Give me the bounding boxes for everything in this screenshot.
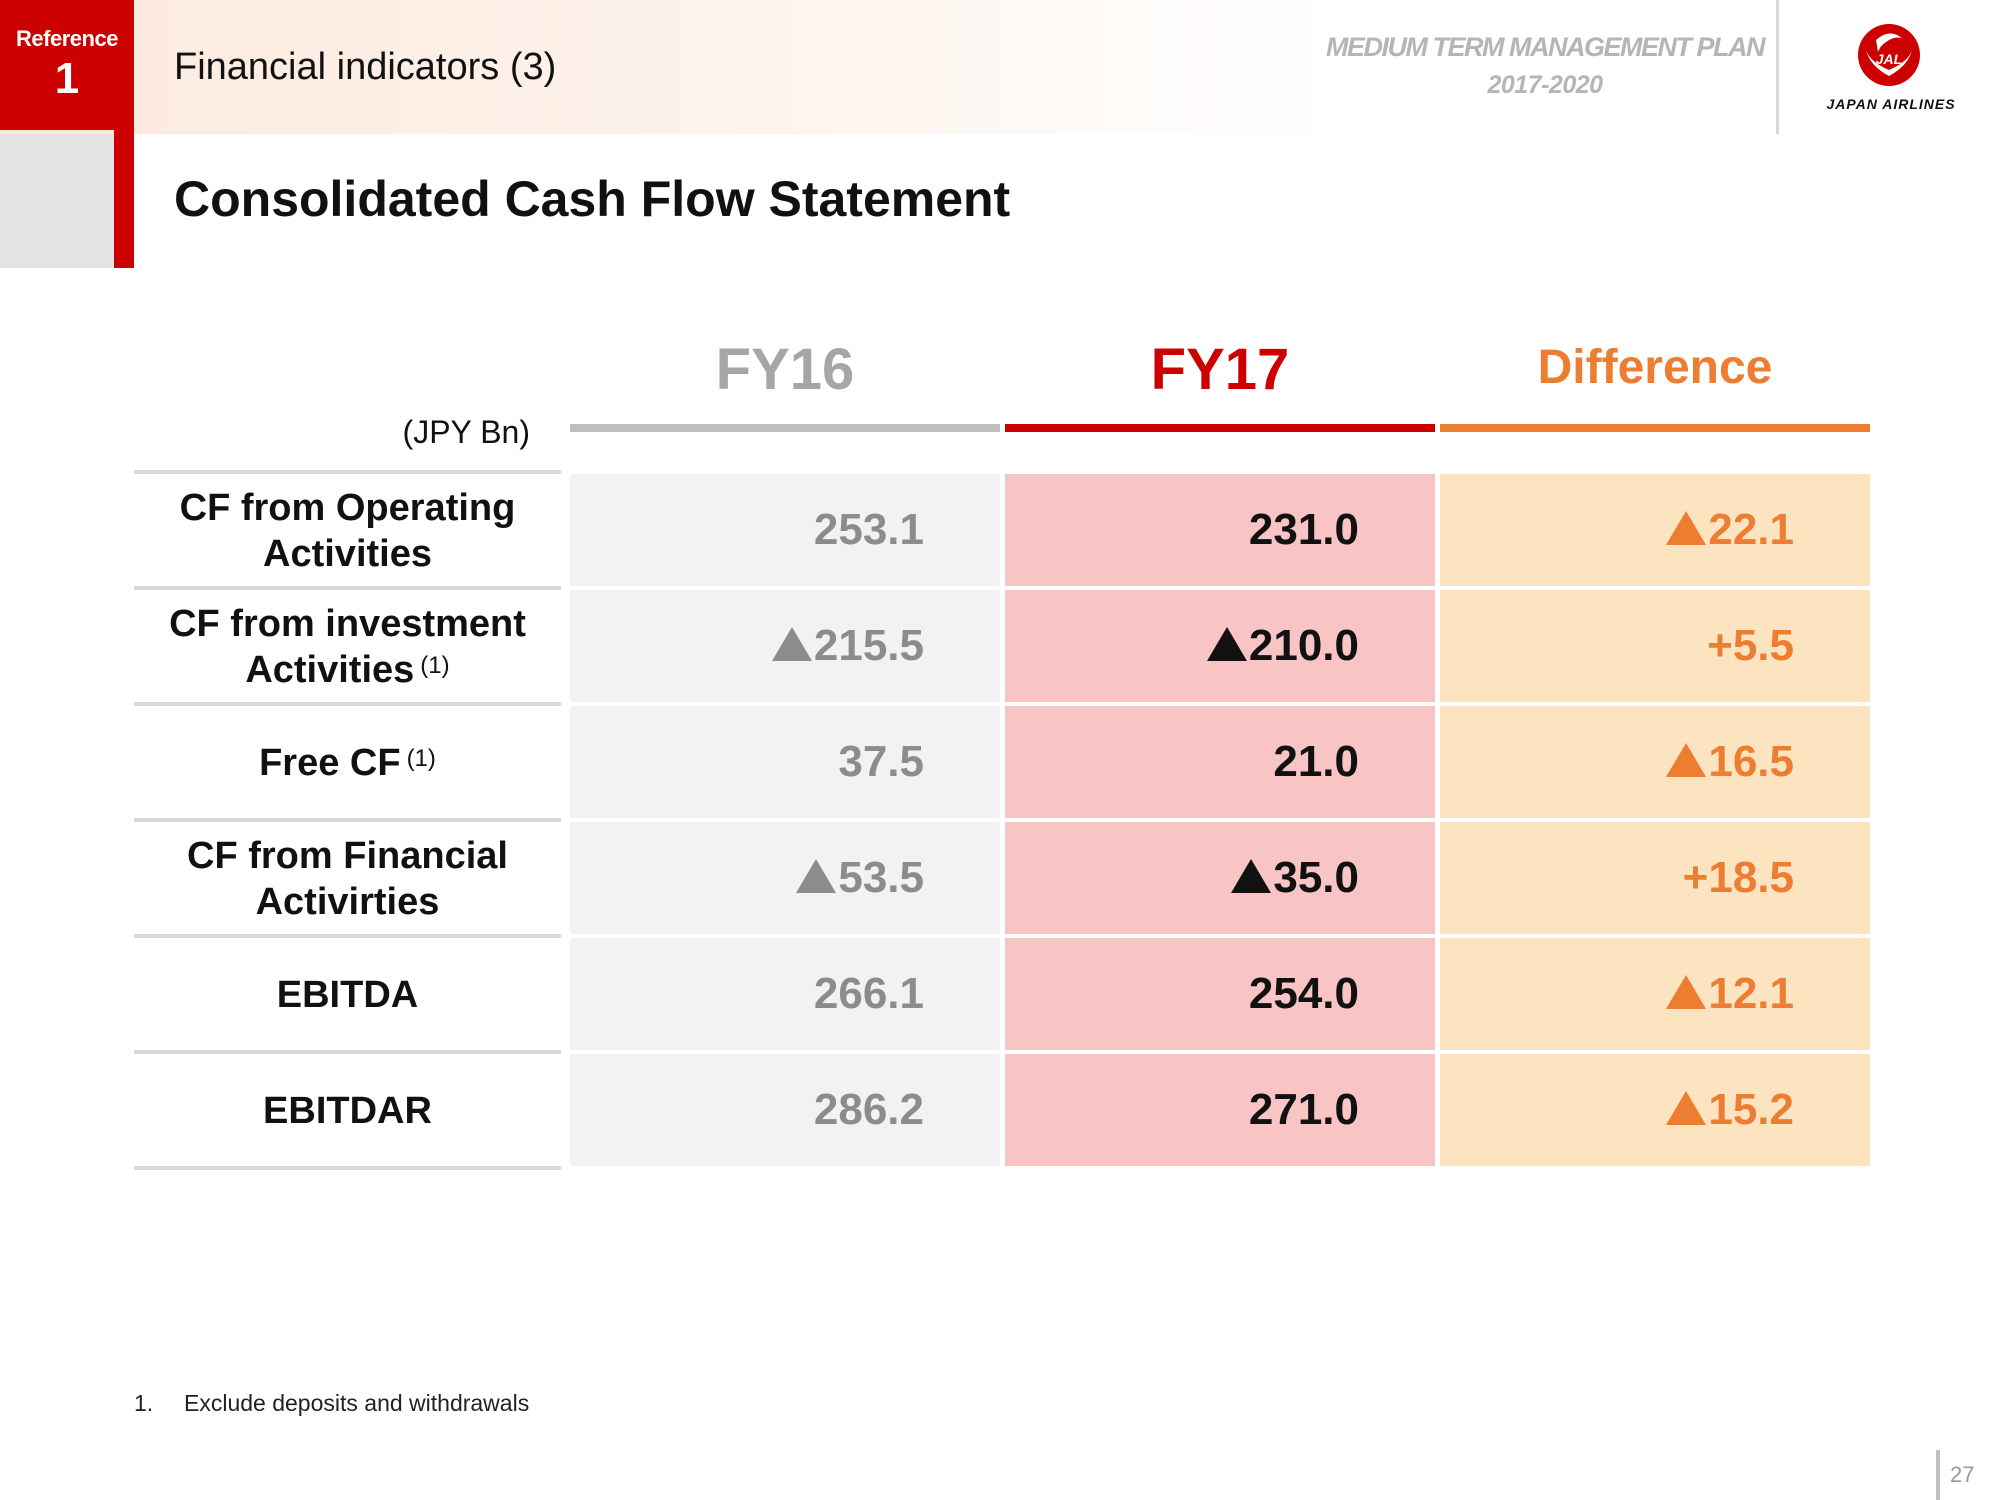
row-footnote-marker: (1) [420, 652, 450, 679]
negative-triangle-icon [1666, 743, 1707, 777]
row-separator [134, 470, 561, 474]
row-label: EBITDA [134, 938, 561, 1052]
row-separator [134, 702, 561, 706]
fy17-cell-value: 271.0 [1248, 1085, 1359, 1134]
decorative-red-strip [114, 130, 134, 268]
fy16-cell: 286.2 [570, 1054, 1000, 1166]
plan-name: MEDIUM TERM MANAGEMENT PLAN [1326, 32, 1765, 62]
row-label-line1: Free CF [259, 742, 401, 784]
fy17-cell: 254.0 [1005, 938, 1435, 1050]
fy16-cell: 37.5 [570, 706, 1000, 818]
column-rule-difference [1440, 424, 1870, 432]
negative-triangle-icon [1206, 627, 1247, 661]
logo-monogram: JAL [1876, 51, 1902, 67]
difference-cell: +18.5 [1440, 822, 1870, 934]
reference-label: Reference [16, 26, 118, 51]
plan-caption: MEDIUM TERM MANAGEMENT PLAN 2017-2020 [1290, 32, 1800, 100]
negative-triangle-icon [796, 859, 837, 893]
header-divider [1776, 0, 1779, 134]
reference-badge: Reference 1 [0, 0, 134, 130]
fy17-cell-value: 254.0 [1248, 969, 1359, 1018]
jal-crane-logo-icon: JAL [1858, 24, 1920, 86]
difference-cell-value: 12.1 [1708, 969, 1794, 1018]
column-header-fy17: FY17 [1150, 337, 1290, 402]
fy16-cell: 53.5 [570, 822, 1000, 934]
negative-triangle-icon [771, 627, 812, 661]
fy17-cell-value: 35.0 [1273, 853, 1359, 902]
fy16-cell-value: 37.5 [838, 737, 924, 786]
decorative-grey-block [0, 134, 114, 268]
difference-cell-value: 16.5 [1708, 737, 1794, 786]
page-title: Consolidated Cash Flow Statement [174, 171, 1011, 227]
fy16-cell-value: 253.1 [813, 505, 924, 554]
column-header-difference: Difference [1537, 341, 1773, 394]
row-separator [134, 586, 561, 590]
fy17-cell-value: 21.0 [1273, 737, 1359, 786]
negative-triangle-icon [1666, 1091, 1707, 1125]
fy16-cell-value: 215.5 [813, 621, 924, 670]
row-label: CF from Financial Activirties [134, 822, 561, 936]
row-separator [134, 934, 561, 938]
difference-cell: 12.1 [1440, 938, 1870, 1050]
fy16-cell: 253.1 [570, 474, 1000, 586]
fy17-cell-value: 210.0 [1248, 621, 1359, 670]
row-label: CF from investment Activities (1) [134, 590, 561, 704]
unit-label: (JPY Bn) [402, 414, 530, 450]
column-rule-fy16 [570, 424, 1000, 432]
negative-triangle-icon [1666, 975, 1707, 1009]
row-label-line1: CF from Financial [187, 835, 508, 877]
row-label: CF from Operating Activities [134, 474, 561, 588]
fy17-cell: 21.0 [1005, 706, 1435, 818]
row-label-line1: CF from Operating [179, 487, 516, 529]
fy16-cell-value: 266.1 [813, 969, 924, 1018]
plan-years: 2017-2020 [1487, 71, 1603, 99]
fy17-cell: 271.0 [1005, 1054, 1435, 1166]
fy17-cell-value: 231.0 [1248, 505, 1359, 554]
row-label-line1: EBITDAR [263, 1090, 432, 1132]
row-label: EBITDAR [134, 1054, 561, 1168]
difference-cell: 16.5 [1440, 706, 1870, 818]
page-number-bar [1936, 1450, 1940, 1500]
negative-triangle-icon [1666, 511, 1707, 545]
logo-text: JAPAN AIRLINES [1826, 96, 1956, 112]
reference-number: 1 [54, 54, 80, 103]
header-band [0, 0, 1780, 134]
difference-cell: 22.1 [1440, 474, 1870, 586]
fy17-cell: 35.0 [1005, 822, 1435, 934]
row-label-line2: Activirties [255, 881, 440, 923]
footnote-number: 1. [134, 1390, 154, 1416]
fy16-cell: 215.5 [570, 590, 1000, 702]
fy16-cell-value: 286.2 [813, 1085, 924, 1134]
fy17-cell: 210.0 [1005, 590, 1435, 702]
footnote-text: Exclude deposits and withdrawals [184, 1390, 530, 1416]
difference-cell: 15.2 [1440, 1054, 1870, 1166]
row-label-line2: Activities [245, 649, 415, 691]
difference-cell: +5.5 [1440, 590, 1870, 702]
difference-cell-value: +18.5 [1682, 853, 1794, 902]
page-number: 27 [1950, 1462, 1975, 1487]
fy16-cell-value: 53.5 [838, 853, 924, 902]
difference-cell-value: 15.2 [1708, 1085, 1794, 1134]
difference-cell-value: +5.5 [1707, 621, 1794, 670]
row-separator [134, 1166, 561, 1170]
row-label: Free CF (1) [134, 706, 561, 820]
footnote: 1. Exclude deposits and withdrawals [134, 1390, 529, 1417]
row-label-line2: Activities [263, 533, 432, 575]
section-title: Financial indicators (3) [174, 46, 557, 88]
difference-cell-value: 22.1 [1708, 505, 1794, 554]
row-separator [134, 1050, 561, 1054]
row-footnote-marker: (1) [406, 745, 436, 772]
column-header-fy16: FY16 [715, 337, 855, 402]
negative-triangle-icon [1231, 859, 1272, 893]
fy16-cell: 266.1 [570, 938, 1000, 1050]
column-rule-fy17 [1005, 424, 1435, 432]
row-label-line1: CF from investment [169, 603, 526, 645]
row-separator [134, 818, 561, 822]
fy17-cell: 231.0 [1005, 474, 1435, 586]
row-label-line1: EBITDA [276, 974, 419, 1016]
